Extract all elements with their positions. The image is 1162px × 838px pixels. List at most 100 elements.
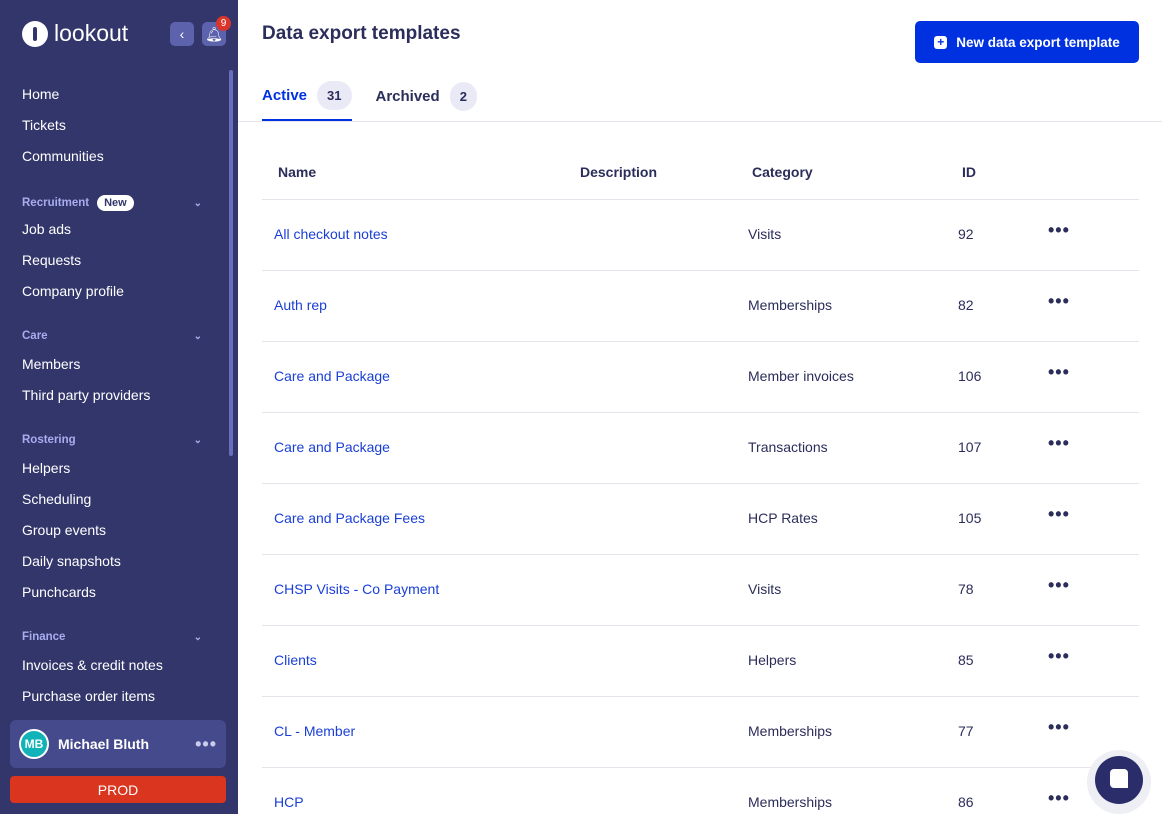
table-row: All checkout notes Visits 92 •••	[262, 199, 1139, 270]
logo[interactable]: lookout	[22, 20, 128, 47]
sidebar-item[interactable]: Home	[22, 86, 60, 102]
sidebar-scrollbar[interactable]	[229, 70, 233, 456]
sidebar-item[interactable]: Scheduling	[22, 491, 92, 507]
notification-badge: 9	[216, 16, 231, 31]
sidebar-item[interactable]: Purchase order items	[22, 688, 156, 704]
more-actions-icon[interactable]: •••	[1048, 646, 1070, 666]
chat-icon	[1095, 756, 1143, 804]
table-row: CHSP Visits - Co Payment Visits 78 •••	[262, 554, 1139, 625]
category: Transactions	[748, 439, 828, 455]
category: HCP Rates	[748, 510, 818, 526]
table-row: Care and Package Transactions 107 •••	[262, 412, 1139, 483]
category: Memberships	[748, 723, 833, 739]
more-actions-icon[interactable]: •••	[1048, 575, 1070, 595]
more-actions-icon[interactable]: •••	[1048, 788, 1070, 808]
category: Memberships	[748, 297, 833, 313]
table-row: Auth rep Memberships 82 •••	[262, 270, 1139, 341]
chevron-down-icon: ⌄	[193, 197, 202, 209]
more-actions-icon[interactable]: •••	[1048, 220, 1070, 240]
tab-label: Active	[262, 86, 308, 104]
chevron-down-icon: ⌄	[193, 631, 202, 643]
sidebar-item[interactable]: Tickets	[22, 117, 66, 133]
template-name-link[interactable]: Auth rep	[274, 297, 327, 313]
tab-count: 2	[449, 81, 477, 111]
sidebar-group-header[interactable]: Recruitment New ⌄	[22, 195, 202, 211]
sidebar-item[interactable]: Third party providers	[22, 387, 151, 403]
template-name-link[interactable]: All checkout notes	[274, 226, 388, 242]
sidebar-item[interactable]: Daily snapshots	[22, 553, 121, 569]
new-badge: New	[97, 195, 134, 211]
column-header-description[interactable]: Description	[580, 164, 658, 180]
category: Visits	[748, 581, 782, 597]
user-menu[interactable]: MB Michael Bluth •••	[10, 720, 226, 768]
template-id: 77	[958, 723, 974, 739]
table-row: CL - Member Memberships 77 •••	[262, 696, 1139, 767]
column-header-id[interactable]: ID	[962, 164, 976, 180]
chevron-down-icon: ⌄	[193, 434, 202, 446]
group-label: Rostering	[22, 434, 76, 446]
sidebar-item[interactable]: Members	[22, 356, 81, 372]
sidebar: lookout ‹ 🔔︎ 9 Home Tickets Communities Recr…	[0, 0, 238, 814]
table-row: Clients Helpers 85 •••	[262, 625, 1139, 696]
sidebar-item[interactable]: Company profile	[22, 283, 124, 299]
category: Helpers	[748, 652, 797, 668]
chevron-down-icon: ⌄	[193, 330, 202, 342]
notifications-button[interactable]: 🔔︎ 9	[202, 16, 231, 46]
sidebar-group-header[interactable]: Care ⌄	[22, 330, 202, 342]
new-template-label: New data export template	[956, 34, 1120, 50]
column-header-category[interactable]: Category	[752, 164, 813, 180]
template-id: 92	[958, 226, 974, 242]
sidebar-item[interactable]: Helpers	[22, 460, 71, 476]
template-id: 107	[958, 439, 982, 455]
tab-label: Archived	[375, 87, 440, 105]
category: Visits	[748, 226, 782, 242]
tab-active[interactable]: Active 31	[262, 75, 352, 121]
sidebar-item[interactable]: Requests	[22, 252, 82, 268]
column-header-name[interactable]: Name	[278, 164, 317, 180]
new-template-button[interactable]: + New data export template	[915, 21, 1139, 63]
group-label: Recruitment	[22, 197, 90, 209]
sidebar-item[interactable]: Communities	[22, 148, 104, 164]
sidebar-item[interactable]: Invoices & credit notes	[22, 657, 163, 673]
template-name-link[interactable]: Care and Package Fees	[274, 510, 425, 526]
tab-archived[interactable]: Archived 2	[376, 75, 477, 121]
user-name: Michael Bluth	[58, 736, 150, 752]
template-id: 85	[958, 652, 974, 668]
collapse-sidebar-button[interactable]: ‹	[170, 22, 194, 46]
more-actions-icon[interactable]: •••	[1048, 362, 1070, 382]
template-name-link[interactable]: HCP	[274, 794, 304, 810]
table-row: Care and Package Fees HCP Rates 105 •••	[262, 483, 1139, 554]
lookout-logo-icon	[22, 20, 48, 47]
template-name-link[interactable]: Care and Package	[274, 439, 390, 455]
sidebar-item[interactable]: Group events	[22, 522, 107, 538]
divider	[238, 121, 1162, 122]
chat-button[interactable]	[1087, 750, 1151, 814]
more-actions-icon[interactable]: •••	[1048, 291, 1070, 311]
group-label: Care	[22, 330, 48, 342]
template-id: 106	[958, 368, 982, 384]
sidebar-group-header[interactable]: Finance ⌄	[22, 631, 202, 643]
avatar: MB	[19, 729, 49, 759]
environment-badge: PROD	[10, 776, 226, 803]
template-name-link[interactable]: CL - Member	[274, 723, 356, 739]
tab-count: 31	[317, 80, 352, 110]
category: Member invoices	[748, 368, 854, 384]
group-label: Finance	[22, 631, 66, 643]
table-row: Care and Package Member invoices 106 •••	[262, 341, 1139, 412]
sidebar-group-header[interactable]: Rostering ⌄	[22, 434, 202, 446]
template-name-link[interactable]: Clients	[274, 652, 317, 668]
more-icon[interactable]: •••	[195, 733, 217, 754]
sidebar-item[interactable]: Job ads	[22, 221, 72, 237]
page-title: Data export templates	[262, 23, 461, 44]
more-actions-icon[interactable]: •••	[1048, 717, 1070, 737]
template-name-link[interactable]: CHSP Visits - Co Payment	[274, 581, 440, 597]
more-actions-icon[interactable]: •••	[1048, 433, 1070, 453]
template-name-link[interactable]: Care and Package	[274, 368, 390, 384]
template-id: 86	[958, 794, 974, 810]
template-id: 78	[958, 581, 974, 597]
sidebar-item[interactable]: Punchcards	[22, 584, 96, 600]
template-id: 105	[958, 510, 982, 526]
more-actions-icon[interactable]: •••	[1048, 504, 1070, 524]
table-row: HCP Memberships 86 •••	[262, 767, 1139, 838]
logo-text: lookout	[54, 20, 129, 46]
